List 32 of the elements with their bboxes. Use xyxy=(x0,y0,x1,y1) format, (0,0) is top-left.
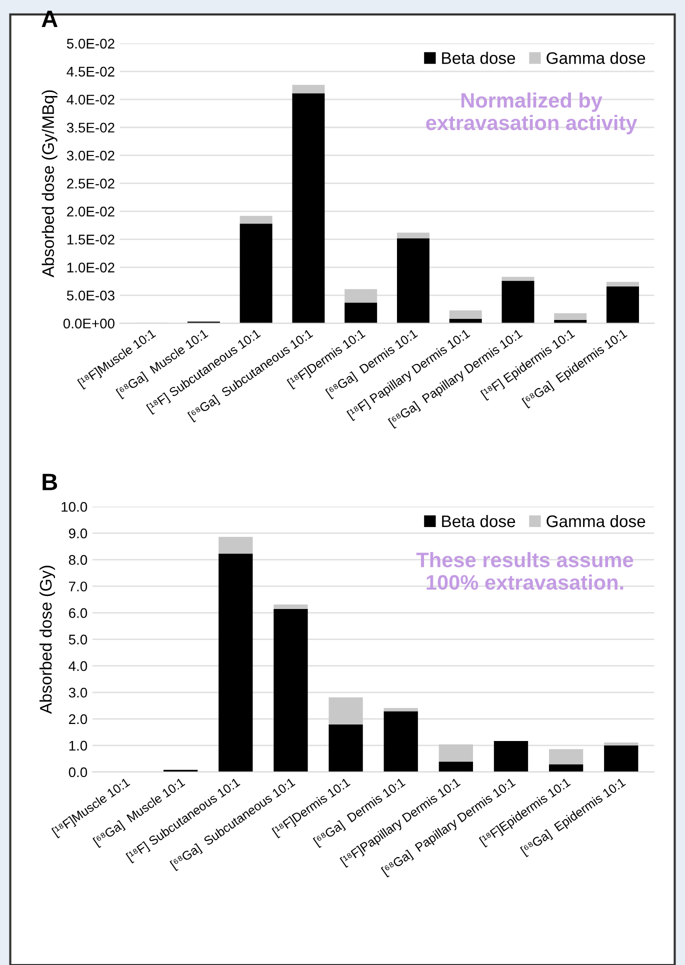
chart-title: B xyxy=(42,474,58,490)
y-tick-label: 3.0 xyxy=(68,688,88,698)
annotation: These results assume 100% extravasation. xyxy=(416,552,634,590)
chart-title: A xyxy=(42,10,58,27)
y-tick-label: 3.5E-02 xyxy=(66,122,114,133)
y-tick-label: 1.5E-02 xyxy=(67,234,114,244)
legend-label: Gamma dose xyxy=(546,514,646,528)
y-tick-label: 8.0 xyxy=(68,555,88,565)
legend-label: Beta dose xyxy=(442,514,516,528)
y-tick-label: 0.0 xyxy=(68,767,88,778)
y-tick-label: 9.0 xyxy=(68,528,88,538)
y-tick-label: 1.0 xyxy=(69,740,88,751)
annotation: Normalized by extravasation activity xyxy=(426,92,638,134)
y-axis-title: Absorbed dose (Gy) xyxy=(39,566,56,714)
y-tick-label: 4.0 xyxy=(68,661,88,672)
y-tick-label: 5.0E-03 xyxy=(66,290,114,300)
legend-label: Beta dose xyxy=(442,52,516,64)
y-axis-title: Absorbed dose (Gy/MBq) xyxy=(42,90,58,278)
y-tick-label: 5.0 xyxy=(68,634,88,644)
legend-label: Gamma dose xyxy=(546,52,646,64)
y-tick-label: 1.0E-02 xyxy=(67,262,114,272)
y-tick-label: 5.0E-02 xyxy=(66,38,114,49)
y-tick-label: 2.5E-02 xyxy=(67,178,114,189)
y-tick-label: 6.0 xyxy=(69,608,88,618)
y-tick-label: 7.0 xyxy=(69,582,88,592)
y-tick-label: 4.0E-02 xyxy=(66,94,114,105)
y-tick-label: 3.0E-02 xyxy=(66,150,114,161)
y-tick-label: 4.5E-02 xyxy=(66,66,114,77)
y-tick-label: 0.0E+00 xyxy=(63,318,114,328)
y-tick-label: 2.0 xyxy=(69,714,88,724)
y-tick-label: 10.0 xyxy=(62,502,88,512)
y-tick-label: 2.0E-02 xyxy=(67,206,114,217)
